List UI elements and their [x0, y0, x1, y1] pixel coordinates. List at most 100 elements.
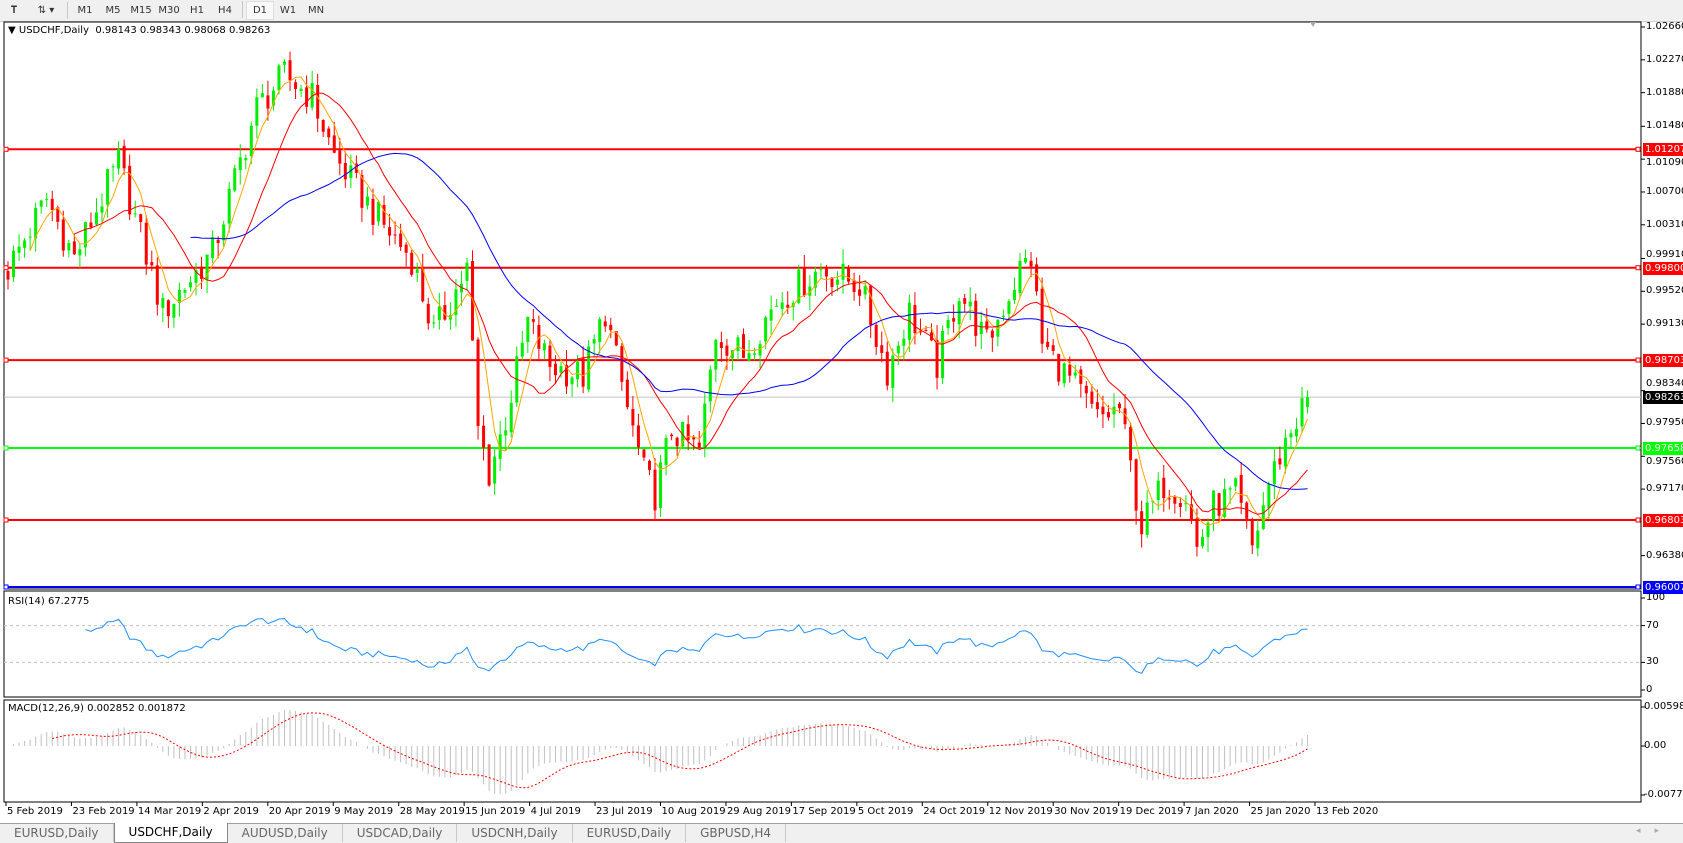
candle	[858, 289, 862, 296]
tab-scroll-arrows[interactable]: ◂▸	[1635, 826, 1673, 836]
ma-slow-line	[190, 152, 1308, 490]
candle	[360, 175, 364, 208]
date-label: 13 Feb 2020	[1316, 806, 1379, 817]
candle	[1228, 488, 1232, 490]
candle	[913, 305, 917, 334]
date-label: 2 Apr 2019	[203, 806, 259, 817]
candle	[764, 317, 768, 342]
candle	[17, 246, 21, 253]
timeframe-h1[interactable]: H1	[190, 5, 204, 16]
chart-tab[interactable]: USDCHF,Daily	[113, 823, 228, 843]
candle	[94, 212, 98, 225]
chart-tab[interactable]: AUDUSD,Daily	[228, 824, 343, 842]
candle	[670, 434, 674, 437]
candle	[39, 200, 43, 207]
candle	[421, 267, 425, 302]
candle	[211, 237, 215, 258]
timeframe-d1[interactable]: D1	[246, 1, 274, 20]
candle	[1084, 385, 1088, 394]
candle	[1261, 505, 1265, 529]
collapse-triangle-icon[interactable]: ▼	[8, 25, 16, 36]
candle	[708, 369, 712, 402]
candle	[653, 469, 657, 511]
text-tool-icon[interactable]: 𝐓	[10, 5, 18, 16]
candle	[675, 437, 679, 447]
candle	[620, 346, 624, 382]
candle	[813, 271, 817, 288]
line-price-tag: 0.96803	[1643, 513, 1683, 527]
candle	[957, 301, 961, 325]
timeframe-m1[interactable]: M1	[77, 5, 93, 16]
line-anchor-handle	[3, 265, 9, 271]
chart-tabs: EURUSD,Daily USDCHF,Daily AUDUSD,Daily USDC…	[0, 823, 1683, 843]
line-price-tag: 0.96007	[1643, 581, 1683, 594]
timeframe-m15[interactable]: M15	[130, 5, 152, 16]
date-label: 5 Feb 2019	[7, 806, 63, 817]
candle	[299, 88, 303, 91]
candle	[874, 324, 878, 347]
candle	[1178, 503, 1182, 508]
candle	[316, 85, 320, 119]
candle	[122, 145, 126, 169]
candle	[1046, 341, 1050, 348]
candle	[542, 343, 546, 351]
candle	[697, 442, 701, 449]
price-tick-label: 1.01880	[1646, 86, 1683, 98]
line-anchor-handle	[1635, 445, 1641, 451]
candle	[1106, 412, 1110, 418]
price-tick-label: 1.01090	[1646, 157, 1683, 169]
macd-signal-line	[52, 712, 1308, 789]
objects-dropdown-icon[interactable]: ⇅ ▾	[37, 5, 55, 16]
candle	[67, 243, 71, 251]
candle	[144, 222, 148, 265]
chart-tab[interactable]: USDCAD,Daily	[343, 824, 458, 842]
candle	[377, 201, 381, 222]
candle	[725, 345, 729, 356]
candle	[399, 233, 403, 247]
candle	[1212, 490, 1216, 521]
candle	[498, 434, 502, 459]
rsi-tick-label: 100	[1646, 592, 1666, 603]
candle	[1167, 498, 1171, 500]
timeframe-m5[interactable]: M5	[105, 5, 121, 16]
candle	[161, 297, 165, 308]
candle	[271, 90, 275, 106]
candle	[382, 205, 386, 225]
candle	[692, 437, 696, 440]
candle	[918, 331, 922, 333]
timeframe-w1[interactable]: W1	[279, 5, 297, 16]
candle	[89, 222, 93, 228]
candle	[841, 263, 845, 280]
timeframe-m30[interactable]: M30	[158, 5, 180, 16]
candle	[28, 236, 32, 238]
candle	[808, 286, 812, 296]
candle	[349, 165, 353, 178]
candle	[1250, 519, 1254, 546]
chart-tab[interactable]: GBPUSD,H4	[686, 824, 786, 842]
candle	[603, 321, 607, 327]
candle	[454, 289, 458, 315]
candle	[194, 270, 198, 283]
chart-tab[interactable]: USDCNH,Daily	[457, 824, 573, 842]
chart-tab[interactable]: EURUSD,Daily	[573, 824, 687, 842]
rsi-pane-frame	[3, 590, 1642, 698]
candle	[100, 206, 104, 213]
candle	[432, 322, 436, 324]
timeframe-mn[interactable]: MN	[307, 5, 325, 16]
candle	[50, 198, 54, 210]
chart-tab[interactable]: EURUSD,Daily	[0, 824, 114, 842]
ma-mid-line	[74, 92, 1308, 515]
candle	[941, 330, 945, 379]
candle	[1272, 461, 1276, 485]
candle	[1245, 502, 1249, 519]
date-label: 23 Feb 2019	[72, 806, 135, 817]
candle	[222, 224, 226, 241]
candle	[238, 157, 242, 171]
candle	[1294, 428, 1298, 437]
candle	[852, 280, 856, 292]
timeframe-h4[interactable]: H4	[218, 5, 232, 16]
candle	[166, 300, 170, 317]
